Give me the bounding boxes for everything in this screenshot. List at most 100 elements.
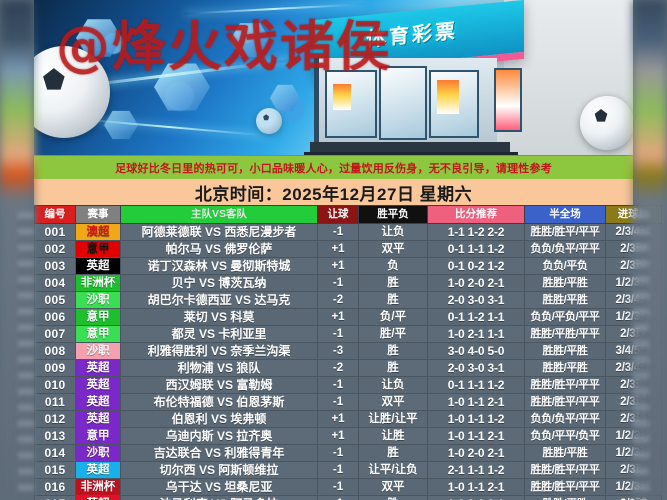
cell-wdl: 胜: [358, 291, 428, 309]
cell-goals: 2/3/4球: [605, 359, 662, 377]
table-row[interactable]: 017葡超法马利康 VS 阿马多拉-1胜1-0 2-0 2-1胜胜/平胜2/3球: [34, 495, 662, 500]
league-badge: 澳超: [76, 224, 120, 240]
cell-no: 005: [34, 291, 76, 309]
header-banner-image: 体育彩票 @烽火戏诸侯: [34, 0, 633, 155]
cell-goals: 2/3/4球: [605, 291, 662, 309]
cell-league: 意甲: [75, 240, 121, 258]
table-row[interactable]: 002 意甲 帕尔马 VS 佛罗伦萨 +1 双平 0-1 1-1 1-2 负负/负平/平平 2…: [34, 240, 662, 258]
cell-goals: 2/3球: [605, 461, 662, 479]
cell-league: 非洲杯: [75, 274, 121, 292]
cell-match: 伯恩利 VS 埃弗顿: [120, 410, 318, 428]
column-header-wdl: 胜平负: [358, 205, 428, 224]
left-edge-blur: [0, 0, 34, 500]
table-row[interactable]: 001 澳超 阿德莱德联 VS 西悉尼漫步者 -1 让负 1-1 1-2 2-2 胜胜/胜平…: [34, 223, 662, 241]
cell-goals: 3/4/5球: [605, 342, 662, 360]
table-row[interactable]: 009 英超 利物浦 VS 狼队 -2 胜 2-0 3-0 3-1 胜胜/平胜 2/3/4球: [34, 359, 662, 377]
cell-halftime: 胜胜/胜平/平平: [524, 223, 606, 241]
cell-handicap: -1: [317, 274, 359, 292]
table-row[interactable]: 010 英超 西汉姆联 VS 富勒姆 -1 让负 0-1 1-1 1-2 胜胜/胜平/平平 2…: [34, 376, 662, 394]
cell-score: 1-1 1-2 2-2: [427, 223, 525, 241]
cell-wdl: 胜: [358, 342, 428, 360]
cell-wdl: 双平: [358, 393, 428, 411]
cell-handicap: +1: [317, 257, 359, 275]
cell-score: 0-1 1-1 1-2: [427, 240, 525, 258]
table-row[interactable]: 014 沙职 吉达联合 VS 利雅得青年 -1 胜 1-0 2-0 2-1 胜胜/平胜 1/2…: [34, 444, 662, 462]
tip-text: 足球好比冬日里的热可可，小口品味暖人心，过量饮用反伤身，无不良引导，请理性参考: [115, 163, 552, 175]
table-header-row: 编号 赛事 主队VS客队 让球 胜平负 比分推荐 半全场 进球数: [34, 205, 662, 224]
cell-score: 1-0 2-0 2-1: [427, 274, 525, 292]
cell-no: 001: [34, 223, 76, 241]
cell-match: 利雅得胜利 VS 奈季兰沟渠: [120, 342, 318, 360]
table-row[interactable]: 004 非洲杯 贝宁 VS 博茨瓦纳 -1 胜 1-0 2-0 2-1 胜胜/平胜 1/2/3…: [34, 274, 662, 292]
shop-door: [379, 66, 427, 140]
cell-match: 贝宁 VS 博茨瓦纳: [120, 274, 318, 292]
table-row[interactable]: 013 意甲 乌迪内斯 VS 拉齐奥 +1 让胜 1-0 1-1 2-1 负负/平平/负平 1…: [34, 427, 662, 445]
cell-goals: 2/3球: [605, 257, 662, 275]
cell-no: 016: [34, 478, 76, 496]
soccer-ball-icon: [256, 108, 282, 134]
cell-match: 布伦特福德 VS 伯恩茅斯: [120, 393, 318, 411]
league-badge: 英超: [76, 462, 120, 478]
cell-wdl: 胜: [358, 495, 428, 500]
match-table-container: 编号 赛事 主队VS客队 让球 胜平负 比分推荐 半全场 进球数 001 澳超 阿德…: [34, 205, 662, 500]
cell-halftime: 负负/负平/平平: [524, 410, 606, 428]
cell-match: 莱切 VS 科莫: [120, 308, 318, 326]
cell-handicap: -1: [317, 478, 359, 496]
league-badge: 非洲杯: [76, 479, 120, 495]
cell-handicap: -1: [317, 376, 359, 394]
cell-wdl: 胜: [358, 359, 428, 377]
column-header-league: 赛事: [75, 205, 121, 224]
league-badge: 葡超: [76, 496, 120, 500]
shop-facade: [314, 58, 497, 144]
cell-match: 诺丁汉森林 VS 曼彻斯特城: [120, 257, 318, 275]
cell-wdl: 双平: [358, 478, 428, 496]
league-badge: 意甲: [76, 326, 120, 342]
match-table: 编号 赛事 主队VS客队 让球 胜平负 比分推荐 半全场 进球数 001 澳超 阿德…: [34, 205, 662, 500]
table-row[interactable]: 011 英超 布伦特福德 VS 伯恩茅斯 -1 双平 1-0 1-1 2-1 胜胜/胜平/平…: [34, 393, 662, 411]
cell-league: 英超: [75, 393, 121, 411]
cell-halftime: 胜胜/胜平/平平: [524, 376, 606, 394]
cell-score: 1-0 1-1 1-2: [427, 410, 525, 428]
table-row[interactable]: 012 英超 伯恩利 VS 埃弗顿 +1 让胜/让平 1-0 1-1 1-2 负负/负平/平…: [34, 410, 662, 428]
cell-halftime: 胜胜/胜平/平平: [524, 478, 606, 496]
cell-handicap: -2: [317, 291, 359, 309]
cell-league: 英超: [75, 376, 121, 394]
cell-goals: 2/3/4球: [605, 223, 662, 241]
cell-score: 1-0 1-1 2-1: [427, 393, 525, 411]
cell-handicap: +1: [317, 427, 359, 445]
table-row[interactable]: 015 英超 切尔西 VS 阿斯顿维拉 -1 让平/让负 2-1 1-1 1-2 胜胜/胜平…: [34, 461, 662, 479]
cell-no: 007: [34, 325, 76, 343]
cell-score: 1-0 2-0 2-1: [427, 444, 525, 462]
cell-league: 英超: [75, 359, 121, 377]
table-row[interactable]: 007 意甲 都灵 VS 卡利亚里 -1 胜/平 1-0 2-1 1-1 胜胜/平胜/平平 2…: [34, 325, 662, 343]
cell-wdl: 负/平: [358, 308, 428, 326]
tip-banner: 足球好比冬日里的热可可，小口品味暖人心，过量饮用反伤身，无不良引导，请理性参考: [34, 155, 633, 181]
table-row[interactable]: 006 意甲 莱切 VS 科莫 +1 负/平 0-1 1-2 1-1 负负/平负/平平 1/2…: [34, 308, 662, 326]
cell-goals: 1/2/3球: [605, 478, 662, 496]
cell-league: 沙职: [75, 291, 121, 309]
cell-wdl: 让负: [358, 223, 428, 241]
cell-no: 002: [34, 240, 76, 258]
cell-score: 0-1 1-2 1-1: [427, 308, 525, 326]
table-row[interactable]: 016 非洲杯 乌干达 VS 坦桑尼亚 -1 双平 1-0 1-1 2-1 胜胜/胜平/平平…: [34, 478, 662, 496]
table-body: 001 澳超 阿德莱德联 VS 西悉尼漫步者 -1 让负 1-1 1-2 2-2 胜胜/胜平…: [34, 223, 662, 500]
watermark-text: @烽火戏诸侯: [56, 15, 392, 78]
shop-window: [325, 70, 377, 138]
cell-halftime: 胜胜/胜平/平平: [524, 393, 606, 411]
table-row[interactable]: 003 英超 诺丁汉森林 VS 曼彻斯特城 +1 负 0-1 0-2 1-2 负负/平负 2/…: [34, 257, 662, 275]
table-row[interactable]: 008 沙职 利雅得胜利 VS 奈季兰沟渠 -3 胜 3-0 4-0 5-0 胜胜/平胜 3/…: [34, 342, 662, 360]
table-row[interactable]: 005 沙职 胡巴尔卡德西亚 VS 达马克 -2 胜 2-0 3-0 3-1 胜胜/平胜 2/…: [34, 291, 662, 309]
cell-wdl: 双平: [358, 240, 428, 258]
cell-goals: 2/3球: [605, 325, 662, 343]
league-badge: 沙职: [76, 343, 120, 359]
league-badge: 非洲杯: [76, 275, 120, 291]
cell-wdl: 让胜/让平: [358, 410, 428, 428]
cell-halftime: 负负/平平/负平: [524, 427, 606, 445]
cell-handicap: +1: [317, 240, 359, 258]
league-badge: 沙职: [76, 445, 120, 461]
cell-league: 英超: [75, 257, 121, 275]
lottery-shop-illustration: 体育彩票: [304, 0, 524, 155]
cell-no: 008: [34, 342, 76, 360]
cell-wdl: 胜: [358, 274, 428, 292]
league-badge: 英超: [76, 360, 120, 376]
